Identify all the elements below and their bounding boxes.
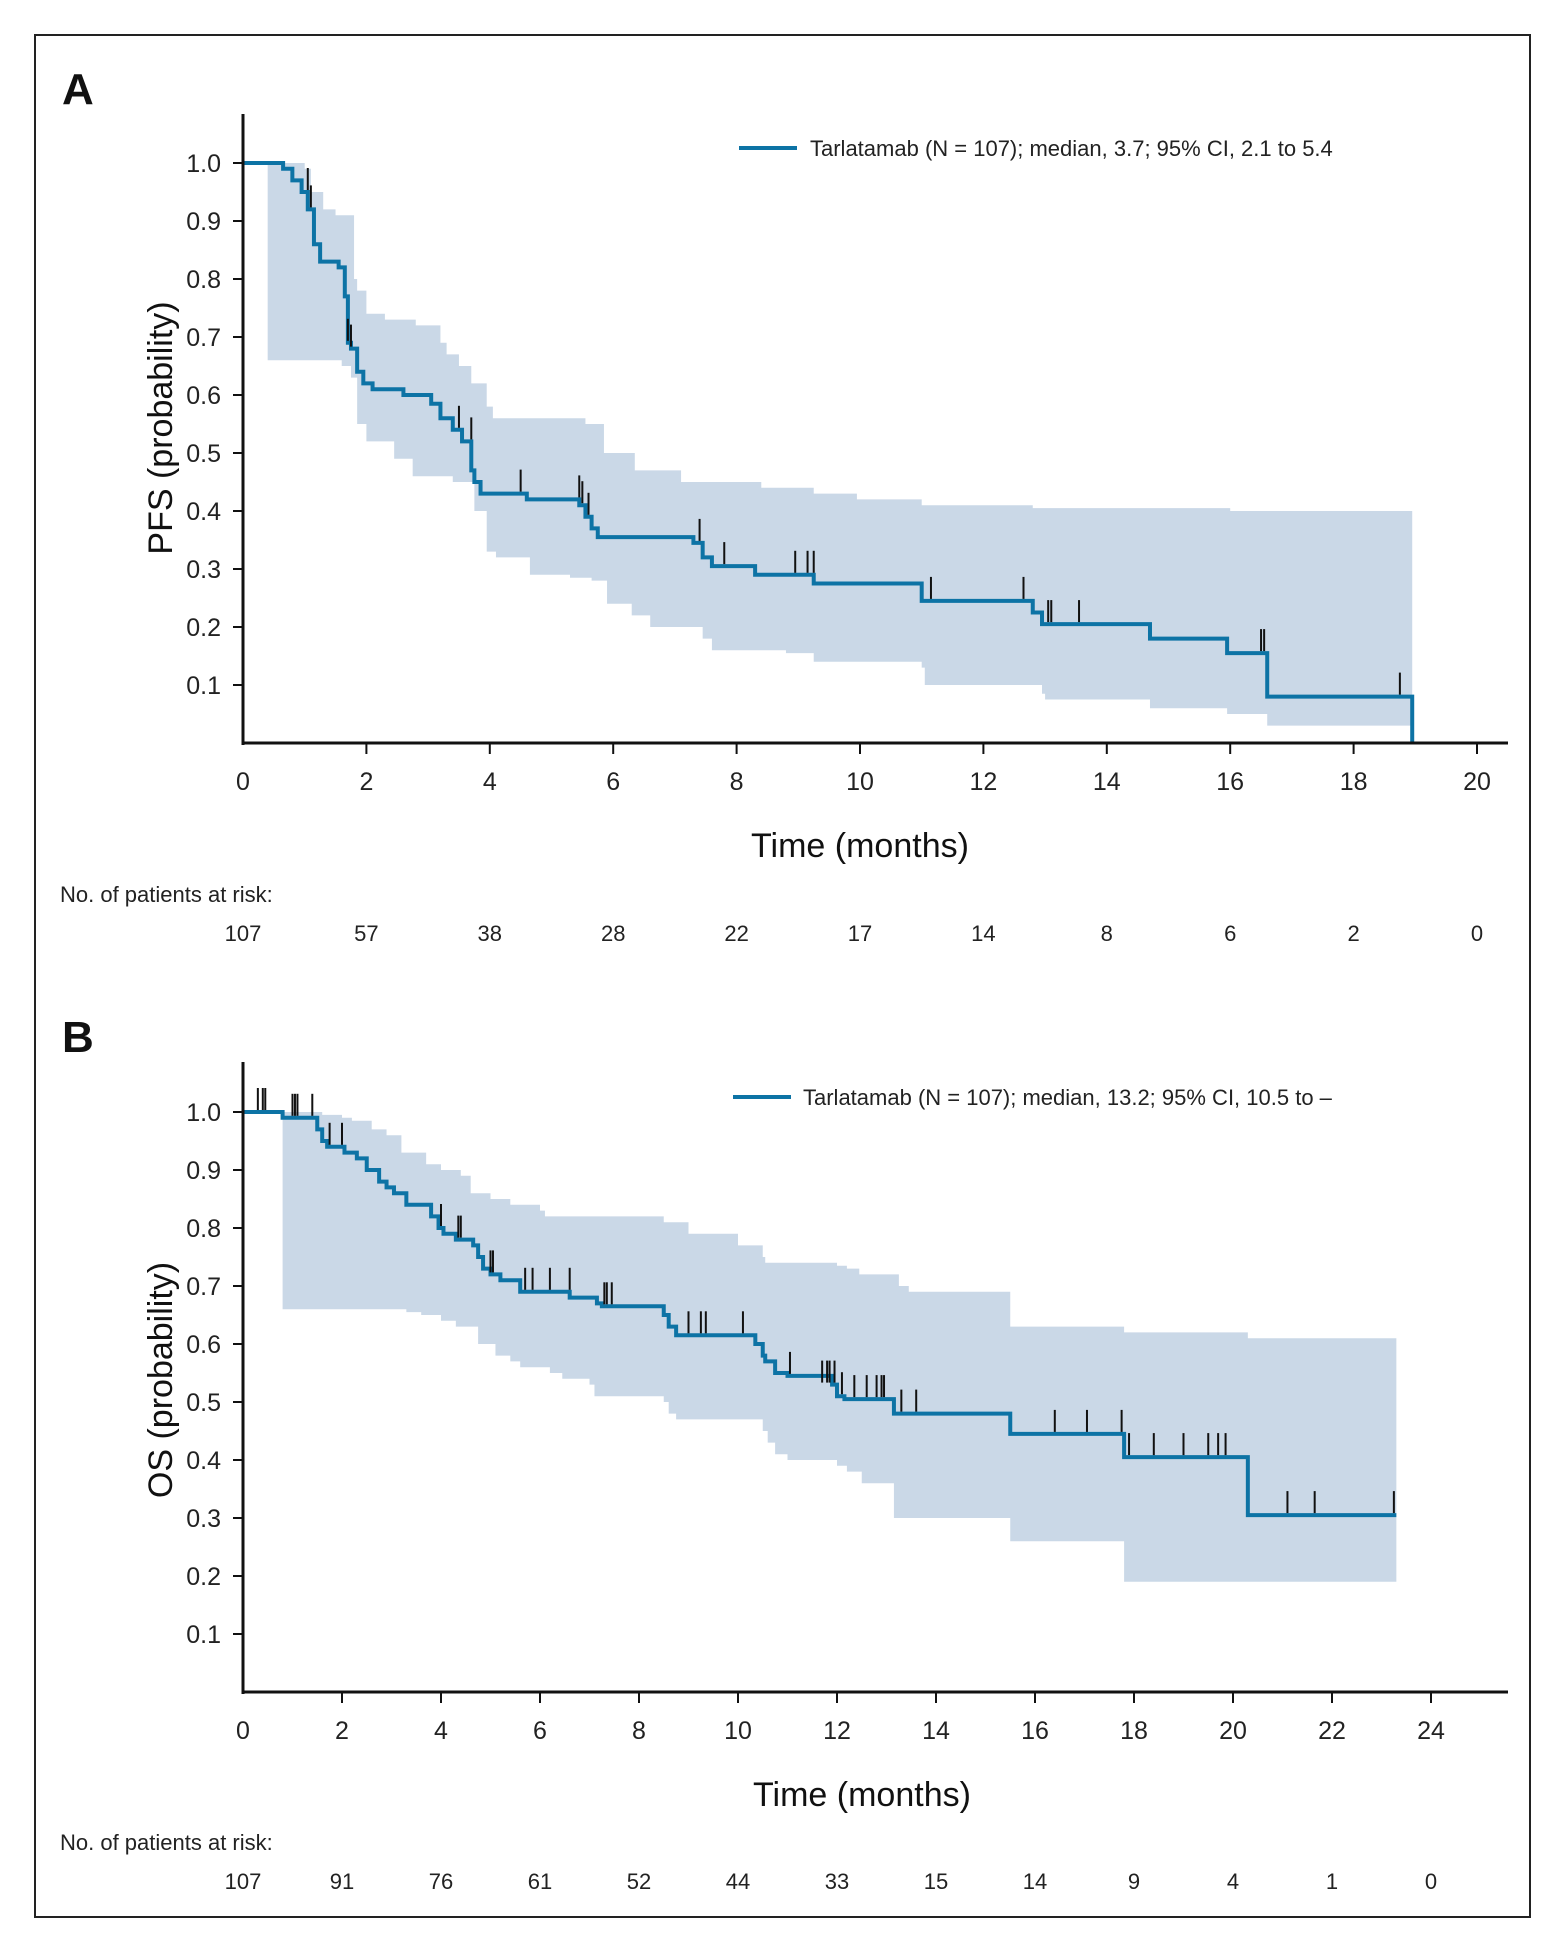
risk-count: 14	[1023, 1869, 1047, 1894]
x-tick-label: 16	[1216, 768, 1244, 796]
ci-band	[282, 1112, 1397, 1582]
y-tick-label: 0.4	[186, 498, 221, 526]
ci-band	[267, 163, 1413, 743]
risk-count: 22	[724, 921, 748, 946]
risk-count: 15	[924, 1869, 948, 1894]
x-tick-label: 0	[236, 768, 250, 796]
x-tick-label: 8	[730, 768, 744, 796]
y-tick-label: 0.5	[186, 440, 221, 468]
x-tick-label: 20	[1219, 1717, 1247, 1745]
risk-count: 33	[825, 1869, 849, 1894]
y-tick-label: 0.9	[186, 1157, 221, 1185]
risk-count: 4	[1227, 1869, 1239, 1894]
risk-count: 17	[848, 921, 872, 946]
x-tick-label: 2	[335, 1717, 349, 1745]
x-tick-label: 2	[359, 768, 373, 796]
x-tick-label: 0	[236, 1717, 250, 1745]
survival-curve-group	[243, 161, 1415, 743]
y-tick-label: 0.1	[186, 1621, 221, 1649]
y-tick-label: 0.6	[186, 382, 221, 410]
ci-band-group	[282, 1112, 1397, 1582]
censor-marks-group	[306, 168, 1401, 695]
survival-curve-group	[243, 1110, 1397, 1518]
x-tick-label: 16	[1021, 1717, 1049, 1745]
y-tick-label: 0.7	[186, 324, 221, 352]
x-tick-label: 4	[483, 768, 497, 796]
ci-band-group	[267, 163, 1413, 743]
risk-count: 8	[1101, 921, 1113, 946]
risk-count: 91	[330, 1869, 354, 1894]
axes-group: 0.10.20.30.40.50.60.70.80.91.00 2 4 6 8 10 12 1…	[186, 1062, 1508, 1745]
legend-label: Tarlatamab (N = 107); median, 13.2; 95% …	[803, 1085, 1333, 1110]
y-tick-label: 0.2	[186, 614, 221, 642]
censor-marks-group	[256, 1088, 1395, 1514]
legend: Tarlatamab (N = 107); median, 3.7; 95% C…	[739, 136, 1333, 161]
risk-table-title: No. of patients at risk:	[60, 1830, 273, 1855]
x-tick-label: 20	[1463, 768, 1491, 796]
y-tick-label: 0.2	[186, 1563, 221, 1591]
y-tick-label: 1.0	[186, 1099, 221, 1127]
y-tick-label: 0.3	[186, 1505, 221, 1533]
risk-count: 0	[1471, 921, 1483, 946]
risk-count: 107	[225, 1869, 262, 1894]
y-tick-label: 0.6	[186, 1331, 221, 1359]
survival-curve	[243, 161, 1415, 743]
y-tick-label: 0.5	[186, 1389, 221, 1417]
x-tick-label: 12	[823, 1717, 851, 1745]
legend: Tarlatamab (N = 107); median, 13.2; 95% …	[733, 1085, 1333, 1110]
x-tick-label: 10	[724, 1717, 752, 1745]
risk-table-values: 107 57 38 28 22 17 14 8 6 2 0	[225, 921, 1483, 946]
x-tick-label: 22	[1318, 1717, 1346, 1745]
panel-a: A 0.1 0.2 0.3 0.4 0.5 0.6 0.7 0.8 0.9 1.0 0 2 4 6 8 10 1…	[60, 65, 1508, 946]
risk-count: 61	[528, 1869, 552, 1894]
risk-count: 0	[1425, 1869, 1437, 1894]
risk-count: 38	[478, 921, 502, 946]
panel-b: B 0.10.20.30.40.50.60.70.80.91.00 2 4 6 8 10 1…	[60, 1013, 1508, 1894]
axes-group: 0.1 0.2 0.3 0.4 0.5 0.6 0.7 0.8 0.9 1.0 0 2 4 6 8 10 12 1…	[186, 114, 1508, 796]
x-tick-label: 18	[1120, 1717, 1148, 1745]
risk-count: 1	[1326, 1869, 1338, 1894]
y-axis-title: PFS (probability)	[142, 301, 180, 554]
x-tick-label: 14	[922, 1717, 950, 1745]
x-tick-label: 10	[846, 768, 874, 796]
x-tick-label: 6	[606, 768, 620, 796]
y-tick-label: 0.9	[186, 208, 221, 236]
y-tick-label: 0.1	[186, 672, 221, 700]
x-axis-title: Time (months)	[753, 1776, 971, 1814]
x-tick-label: 18	[1340, 768, 1368, 796]
figure-frame	[34, 34, 1531, 1918]
y-tick-label: 0.3	[186, 556, 221, 584]
risk-count: 44	[726, 1869, 750, 1894]
x-tick-label: 6	[533, 1717, 547, 1745]
survival-curve	[243, 1110, 1397, 1518]
x-tick-label: 24	[1417, 1717, 1445, 1745]
risk-count: 28	[601, 921, 625, 946]
risk-count: 6	[1224, 921, 1236, 946]
y-tick-label: 0.4	[186, 1447, 221, 1475]
x-tick-label: 4	[434, 1717, 448, 1745]
x-tick-label: 12	[969, 768, 997, 796]
risk-table-title: No. of patients at risk:	[60, 882, 273, 907]
x-tick-label: 14	[1093, 768, 1121, 796]
risk-count: 2	[1347, 921, 1359, 946]
x-axis-title: Time (months)	[751, 827, 969, 865]
panel-a-letter: A	[62, 65, 94, 114]
y-tick-label: 0.8	[186, 1215, 221, 1243]
risk-count: 57	[354, 921, 378, 946]
risk-count: 76	[429, 1869, 453, 1894]
panel-b-letter: B	[62, 1013, 94, 1062]
risk-table-values: 107 91 76 61 52 44 33 15 14 9 4 1 0	[225, 1869, 1437, 1894]
y-tick-label: 1.0	[186, 150, 221, 178]
y-axis-title: OS (probability)	[142, 1262, 180, 1498]
y-tick-label: 0.8	[186, 266, 221, 294]
risk-count: 9	[1128, 1869, 1140, 1894]
legend-label: Tarlatamab (N = 107); median, 3.7; 95% C…	[810, 136, 1333, 161]
risk-count: 52	[627, 1869, 651, 1894]
x-tick-label: 8	[632, 1717, 646, 1745]
risk-count: 14	[971, 921, 995, 946]
risk-count: 107	[225, 921, 262, 946]
y-tick-label: 0.7	[186, 1273, 221, 1301]
